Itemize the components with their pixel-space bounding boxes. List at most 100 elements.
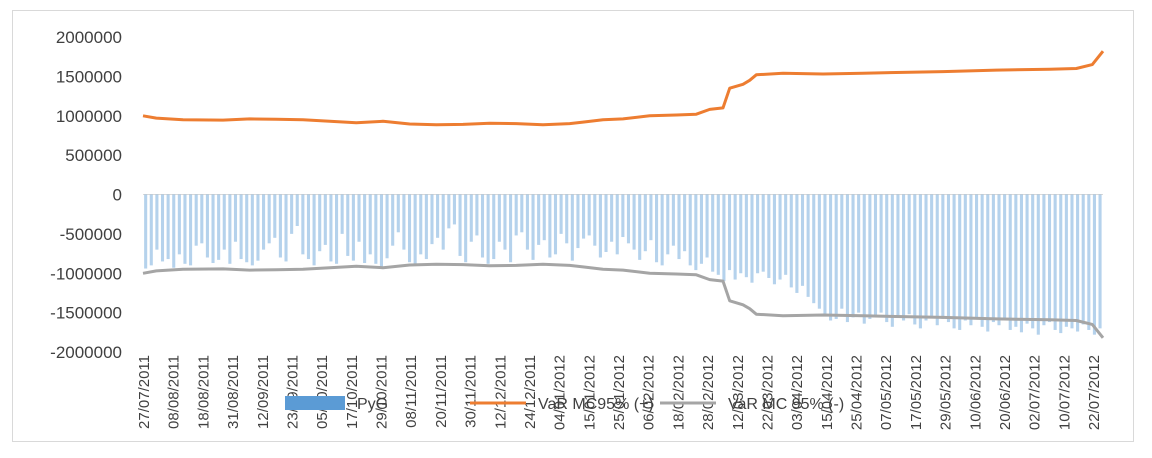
pyg-bar [671,194,675,246]
pyg-bar [509,194,513,263]
pyg-bar [952,194,956,329]
pyg-bar [784,194,788,275]
pyg-bar [306,194,311,260]
x-tick-label: 29/05/2012 [938,355,955,430]
pyg-bar [778,194,782,280]
pyg-bar [542,194,546,241]
x-tick-label: 10/07/2012 [1056,355,1073,430]
y-tick-label: 1000000 [56,107,122,126]
pyg-bar [194,194,198,246]
pyg-bar [144,194,148,269]
pyg-bar [840,194,844,309]
pyg-bar [497,194,501,242]
y-tick-label: 0 [113,186,122,205]
pyg-bar [262,194,266,250]
pyg-bar [615,194,619,255]
pyg-bar [582,194,586,239]
x-tick-label: 28/02/2012 [700,355,717,430]
pyg-bar [233,194,238,242]
pyg-bar [851,194,855,318]
pyg-bar [273,194,277,238]
pyg-bar [789,194,793,288]
pyg-bar [666,194,670,255]
pyg-bar [200,194,204,244]
pyg-bar [1031,194,1035,329]
pyg-bar [419,194,423,255]
pyg-bar [469,194,473,242]
pyg-bar [368,194,372,255]
pyg-bar [1092,194,1096,335]
pyg-bar [885,194,889,323]
pyg-bar [407,194,412,263]
x-tick-label: 07/05/2012 [878,355,895,430]
pyg-bar [250,194,254,266]
pyg-bar [969,194,973,326]
pyg-bar [902,194,906,321]
pyg-bar [1081,194,1085,325]
pyg-bar [744,194,748,278]
pyg-bar [1008,194,1012,330]
pyg-bar [756,194,760,274]
pyg-bar [991,194,995,323]
pyg-bar [228,194,232,264]
pyg-bar [351,194,355,261]
pyg-bar [727,194,732,271]
pyg-bar [290,194,294,234]
pyg-bar [492,194,496,260]
x-tick-label: 20/06/2012 [997,355,1014,430]
pyg-bar [845,194,849,323]
pyg-bar [638,194,642,260]
y-tick-label: -500000 [60,225,122,244]
y-tick-label: -2000000 [50,343,122,362]
pyg-bar [475,194,479,236]
pyg-bar [800,194,805,286]
pyg-bar [980,194,984,327]
pyg-bar [464,194,468,263]
pyg-bar [1059,194,1063,334]
pyg-bar [278,194,282,258]
pyg-bar [402,194,406,250]
pyg-bar [1036,194,1040,335]
pyg-bar [312,194,316,266]
pyg-bar [868,194,872,319]
pyg-bar [553,194,558,255]
chart-frame [12,10,1134,442]
pyg-bar [834,194,838,319]
pyg-bars [144,194,1102,335]
x-tick-label: 08/08/2011 [166,355,183,429]
pyg-bar [817,194,821,309]
pyg-bar [318,194,322,252]
pyg-bar [374,194,378,264]
pyg-bar [295,194,299,226]
pyg-bar [1064,194,1068,327]
pyg-bar [363,194,367,264]
pyg-bar [761,194,765,272]
pyg-bar [155,194,159,250]
pyg-bar [593,194,597,246]
x-tick-label: 22/07/2012 [1086,355,1103,430]
pyg-bar [452,194,456,225]
pyg-bar [655,194,659,263]
x-tick-label: 12/03/2012 [730,355,747,430]
pyg-bar [301,194,305,255]
pyg-bar [1019,194,1023,333]
pyg-bar [177,194,181,255]
legend-label: VaR MC 95% (-) [728,396,844,413]
x-tick-label: 05/10/2011 [314,355,331,429]
pyg-bar [604,194,608,252]
pyg-bar [172,194,176,268]
pyg-bar [1070,194,1074,329]
pyg-bar [480,194,485,258]
pyg-bar [812,194,816,304]
pyg-bar [205,194,209,258]
pyg-bar [413,194,417,266]
pyg-bar [1025,194,1029,324]
pyg-bar [879,194,883,313]
x-tick-label: 24/12/2011 [522,355,539,429]
pyg-bar [1014,194,1018,327]
x-tick-label: 18/02/2012 [670,355,687,430]
pyg-bar [857,194,861,313]
x-tick-label: 17/10/2011 [344,355,361,429]
pyg-bar [907,194,911,315]
